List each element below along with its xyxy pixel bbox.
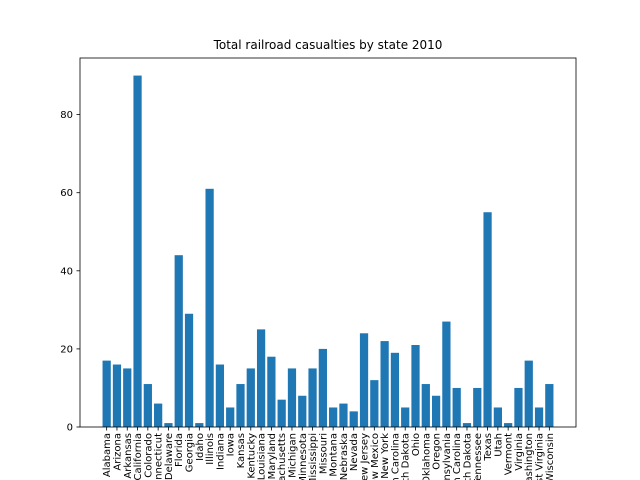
x-tick-label: Wisconsin [545, 433, 556, 480]
bar [524, 360, 533, 427]
bar [545, 384, 554, 427]
bar [452, 387, 461, 427]
x-tick-label: Washington [524, 433, 535, 480]
bar [401, 407, 410, 427]
bar [504, 423, 513, 427]
x-tick-label: North Dakota [401, 433, 412, 480]
x-tick-label: Indiana [215, 433, 226, 470]
y-tick-label: 20 [60, 344, 73, 355]
x-tick-label: Maryland [267, 433, 278, 479]
y-tick-label: 80 [60, 110, 73, 121]
bar [473, 387, 482, 427]
y-tick-label: 40 [60, 266, 73, 277]
bar [308, 368, 317, 427]
x-tick-label: Texas [483, 433, 494, 462]
x-tick-label: Connecticut [154, 433, 165, 480]
y-tick-label: 60 [60, 188, 73, 199]
bar [431, 395, 441, 427]
x-tick-label: Arkansas [123, 433, 134, 479]
bar [205, 188, 214, 427]
bar [215, 364, 225, 427]
bar [287, 368, 297, 427]
bar [133, 75, 142, 428]
x-tick-label: Massachusetts [277, 433, 288, 480]
x-tick-label: Louisiana [257, 433, 268, 480]
x-tick-label: Utah [493, 433, 504, 457]
bar [143, 384, 152, 427]
bar [349, 411, 358, 427]
chart-title: Total railroad casualties by state 2010 [213, 38, 443, 52]
x-tick-label: Alabama [102, 433, 113, 477]
x-tick-label: California [133, 433, 144, 480]
x-tick-label: Delaware [164, 433, 175, 480]
bar [380, 341, 389, 427]
bar [298, 395, 307, 427]
bar [534, 407, 544, 427]
x-tick-label: New Mexico [370, 433, 381, 480]
x-tick-label: Kentucky [246, 433, 257, 479]
x-tick-label: Tennessee [473, 433, 484, 480]
x-tick-label: Colorado [143, 433, 154, 478]
bar [267, 356, 276, 427]
bar [339, 403, 348, 427]
x-tick-label: Nevada [349, 433, 360, 471]
x-tick-label: Ohio [411, 433, 422, 456]
x-tick-label: Illinois [205, 433, 216, 465]
bar [174, 255, 183, 427]
x-tick-label: Iowa [226, 433, 237, 456]
bar [236, 384, 245, 427]
x-tick-label: Oregon [432, 433, 443, 470]
bar [318, 348, 327, 427]
x-tick-label: Arizona [112, 433, 123, 471]
bar [359, 333, 369, 427]
bar [462, 423, 472, 427]
bar [226, 407, 235, 427]
x-tick-label: Kansas [236, 433, 247, 468]
bar [493, 407, 502, 427]
bar [102, 360, 111, 427]
bar [195, 423, 204, 427]
x-tick-label: Florida [174, 433, 185, 467]
x-tick-label: Montana [329, 433, 340, 477]
x-tick-label: Pennsylvania [442, 433, 453, 480]
bar [390, 352, 400, 427]
x-tick-label: Nebraska [339, 433, 350, 480]
x-tick-label: South Carolina [452, 433, 463, 480]
x-tick-label: Missouri [318, 433, 329, 474]
x-tick-label: Vermont [504, 433, 515, 475]
bar [123, 368, 132, 427]
bar [411, 345, 420, 427]
bar [154, 403, 163, 427]
x-tick-label: Virginia [514, 433, 525, 471]
x-tick-label: Oklahoma [421, 433, 432, 480]
x-tick-label: West Virginia [535, 433, 546, 480]
y-tick-label: 0 [67, 423, 73, 434]
plot-frame [79, 57, 577, 428]
bar [421, 384, 430, 427]
x-tick-label: Mississippi [308, 433, 319, 480]
bar [514, 387, 523, 427]
x-tick-label: North Carolina [390, 433, 401, 480]
x-tick-label: Michigan [287, 433, 298, 478]
bar [277, 399, 286, 427]
x-tick-label: New York [380, 433, 391, 479]
bar [370, 380, 379, 427]
bar [246, 368, 255, 427]
x-tick-label: Georgia [185, 433, 196, 472]
x-tick-label: Minnesota [298, 433, 309, 480]
bar [442, 321, 451, 427]
bar [329, 407, 338, 427]
bar [112, 364, 122, 427]
bar [483, 212, 492, 427]
bar [184, 313, 194, 427]
x-tick-label: South Dakota [462, 433, 473, 480]
x-tick-label: Idaho [195, 433, 206, 461]
bar [256, 329, 266, 427]
bar [164, 423, 173, 427]
x-tick-label: New Jersey [360, 433, 371, 480]
